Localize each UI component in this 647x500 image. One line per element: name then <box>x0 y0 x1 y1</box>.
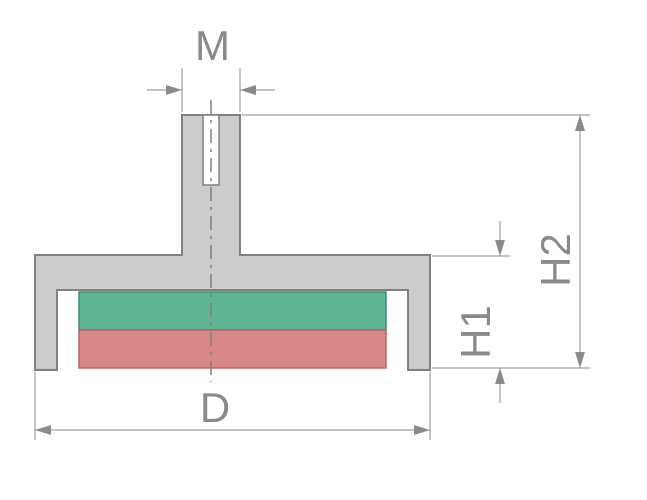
label-m: M <box>195 22 230 69</box>
magnet-south <box>79 330 386 368</box>
label-h1: H1 <box>452 305 499 359</box>
label-h2: H2 <box>532 233 579 287</box>
magnet-north <box>79 292 386 330</box>
label-d: D <box>200 384 230 431</box>
technical-drawing: M D H1 H2 <box>0 0 647 500</box>
